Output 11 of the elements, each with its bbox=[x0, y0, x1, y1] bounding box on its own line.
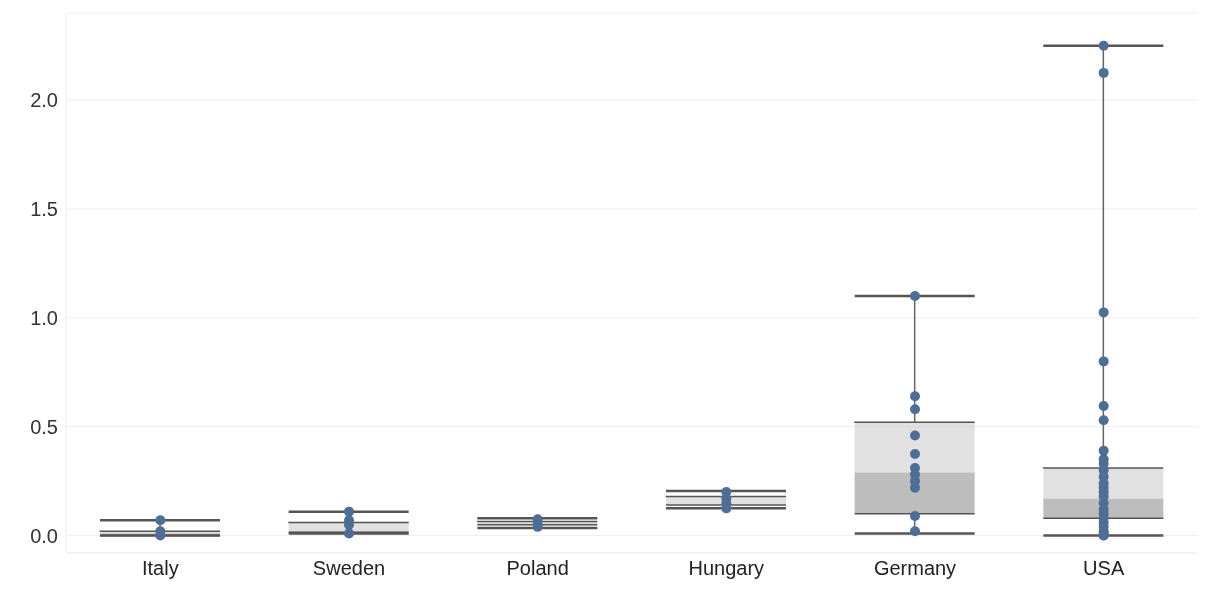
x-tick-label: USA bbox=[1083, 557, 1125, 580]
y-tick-label: 0.5 bbox=[30, 415, 58, 438]
y-tick-label: 2.0 bbox=[30, 89, 58, 112]
x-tick-label: Sweden bbox=[312, 557, 386, 580]
y-tick-label: 1.0 bbox=[30, 306, 58, 329]
x-tick-label: Italy bbox=[141, 557, 179, 580]
y-tick-label: 1.5 bbox=[30, 198, 58, 221]
y-tick-label: 0.0 bbox=[30, 524, 58, 547]
x-tick-label: Germany bbox=[873, 557, 957, 580]
x-tick-label: Poland bbox=[506, 557, 569, 580]
x-tick-label: Hungary bbox=[688, 557, 765, 580]
